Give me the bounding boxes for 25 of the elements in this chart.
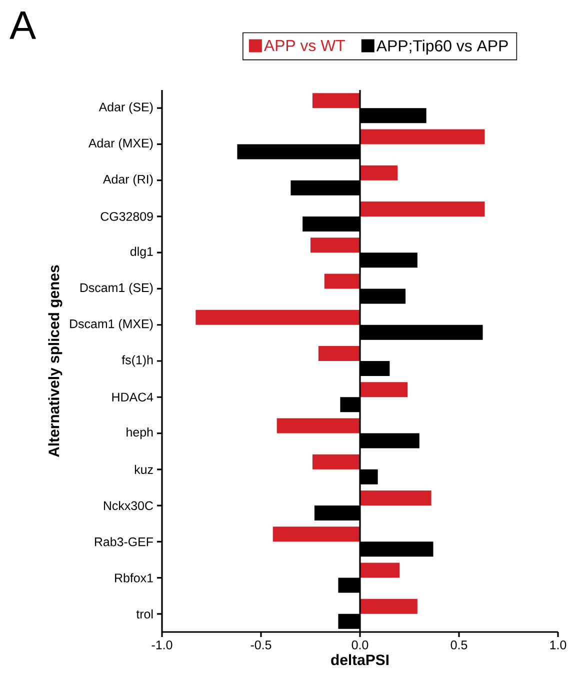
y-tick-label: HDAC4 — [112, 392, 154, 402]
y-tick-label: Nckx30C — [104, 500, 153, 510]
y-tick-label: heph — [126, 427, 153, 440]
y-tick-label: Adar (SE) — [98, 102, 153, 114]
x-tick-label: 0.5 — [450, 640, 468, 650]
legend-label: APP vs WT — [264, 40, 346, 52]
y-tick-label: fs(1)h — [122, 355, 153, 367]
y-tick-label: dlg1 — [130, 246, 153, 258]
x-axis-title: deltaPSI — [331, 654, 388, 666]
y-tick-label: Rbfox1 — [115, 573, 153, 582]
text: A — [10, 12, 36, 39]
y-tick-label: Adar (MXE) — [88, 138, 153, 150]
x-tick-label: -0.5 — [250, 640, 272, 650]
legend-label: APP;Tip60 vs APP — [376, 40, 508, 55]
y-tick-label: Dscam1 (MXE) — [70, 319, 153, 331]
y-tick-label: Rab3-GEF — [94, 537, 153, 546]
y-tick-label: kuz — [134, 464, 153, 474]
y-axis-title: Alternatively spliced genes — [48, 265, 62, 457]
x-tick-label: -1.0 — [152, 640, 172, 650]
y-tick-label: CG32809 — [100, 212, 153, 221]
x-tick-label: 0.0 — [352, 640, 368, 650]
y-tick-label: Adar (RI) — [102, 174, 153, 186]
y-tick-label: trol — [136, 609, 153, 619]
x-tick-label: 1.0 — [550, 640, 566, 650]
y-tick-label: Dscam1 (SE) — [80, 282, 153, 295]
